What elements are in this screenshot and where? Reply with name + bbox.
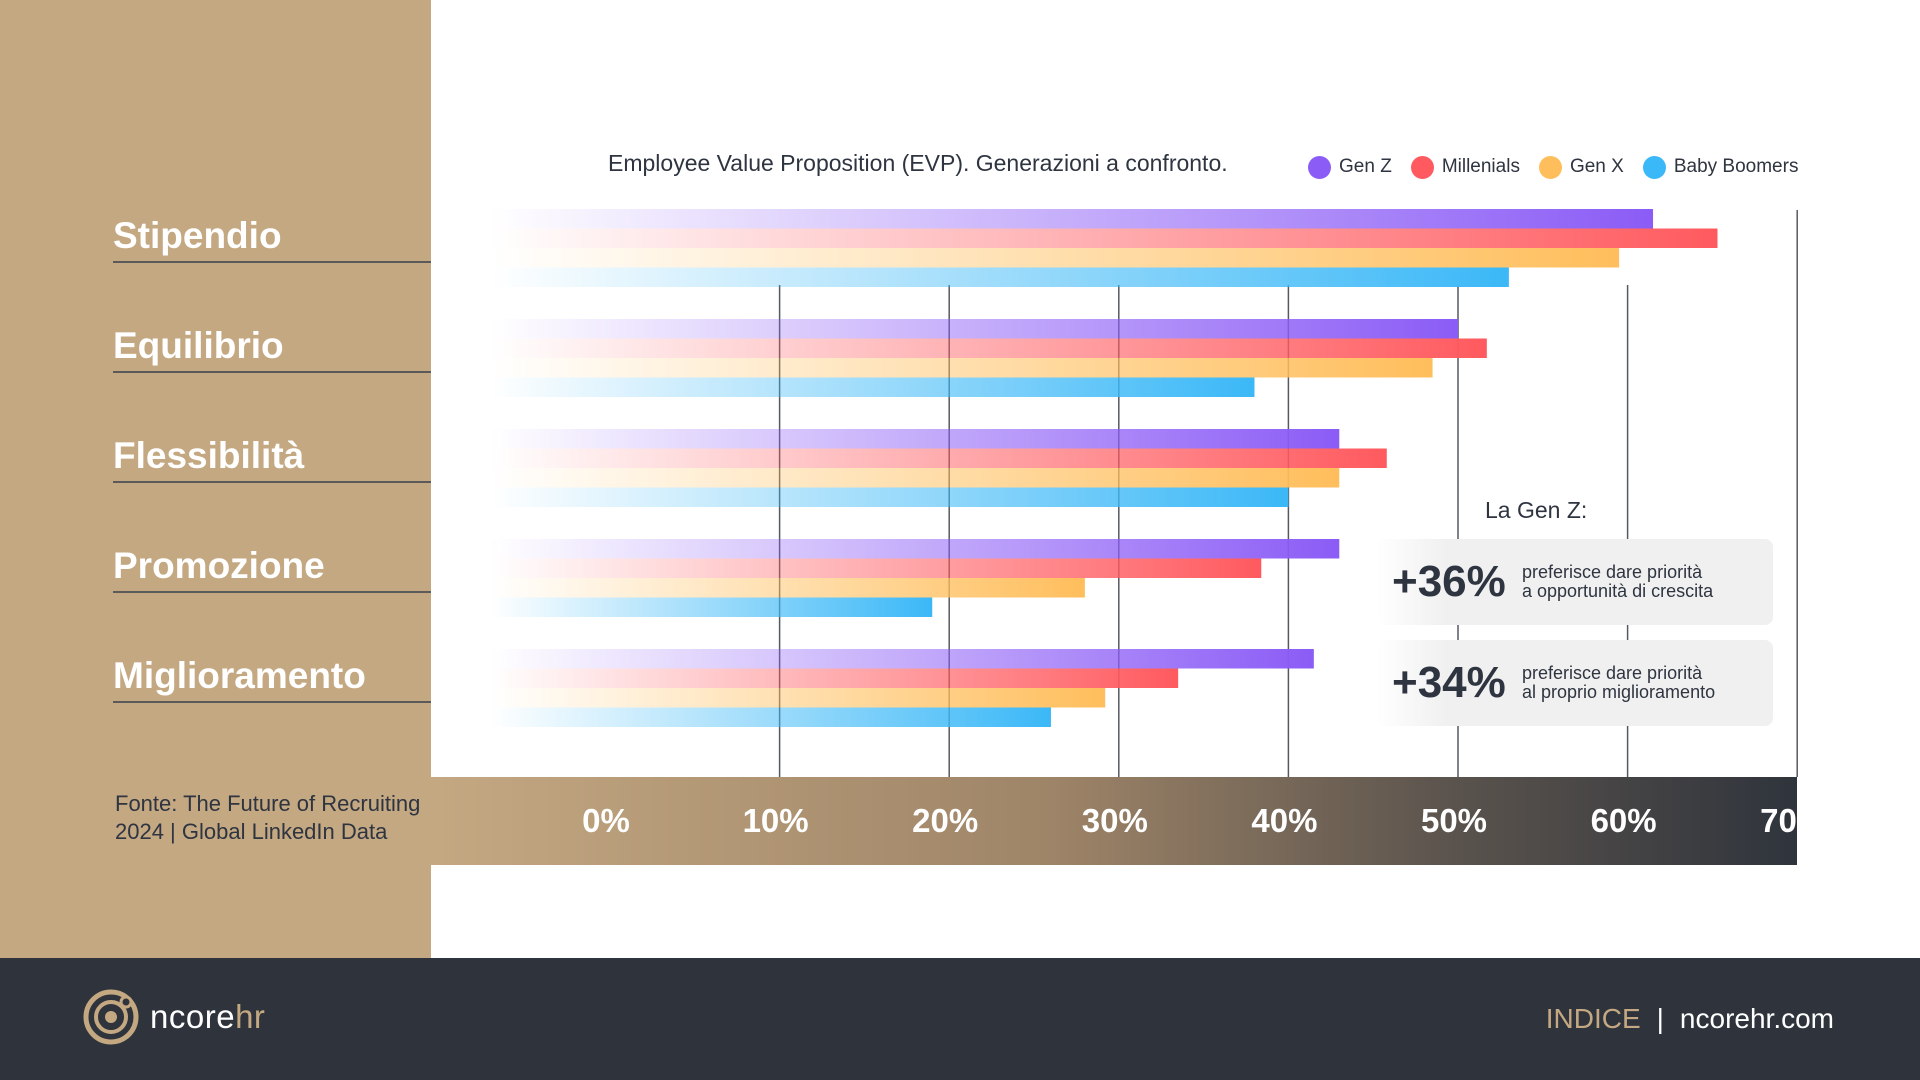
x-axis-band: 0% 10% 20% 30% 40% 50% 60% 70%: [431, 777, 1797, 865]
callout-heading: La Gen Z:: [1485, 497, 1588, 523]
legend-dot-gen-x: [1538, 155, 1562, 179]
category-label-stipendio: Stipendio: [113, 211, 431, 263]
source-line-2: 2024 | Global LinkedIn Data: [115, 819, 388, 844]
ncorehr-logo-icon: [83, 989, 139, 1045]
legend-label-gen-z: Gen Z: [1339, 156, 1392, 177]
stat-text-growth-line-2: a opportunità di crescita: [1522, 581, 1714, 601]
bar-equilibrio-millenials: [490, 338, 1487, 358]
bar-stipendio-millenials: [490, 228, 1718, 248]
legend-item-millenials: Millenials: [1410, 155, 1520, 179]
category-label-promozione: Promozione: [113, 541, 431, 593]
category-label-flessibilita: Flessibilità: [113, 431, 431, 483]
x-tick-label-70: 70%: [1760, 802, 1797, 839]
bar-miglioramento-baby-boomers: [490, 707, 1051, 727]
legend-dot-gen-z: [1308, 155, 1331, 179]
stat-text-improvement-line-1: preferisce dare priorità: [1522, 663, 1703, 683]
stat-text-improvement: preferisce dare priorità al proprio migl…: [1522, 664, 1767, 702]
x-tick-label-0: 0%: [582, 802, 630, 839]
chart-title: Employee Value Proposition (EVP). Genera…: [608, 150, 1228, 176]
legend-label-millenials: Millenials: [1441, 156, 1520, 177]
logo-wordmark-main: ncore: [150, 998, 236, 1035]
x-tick-label-30: 30%: [1081, 802, 1148, 839]
website-link[interactable]: ncorehr.com: [1679, 1003, 1834, 1034]
category-label-miglioramento: Miglioramento: [113, 651, 431, 703]
source-line-1: Fonte: The Future of Recruiting: [115, 791, 421, 816]
bar-flessibilita-millenials: [490, 448, 1387, 468]
category-label-equilibrio: Equilibrio: [113, 321, 431, 373]
legend-label-baby-boomers: Baby Boomers: [1673, 156, 1799, 177]
bar-stipendio-baby-boomers: [490, 267, 1509, 287]
stat-text-growth: preferisce dare priorità a opportunità d…: [1522, 563, 1767, 601]
x-tick-label-40: 40%: [1251, 802, 1318, 839]
chart-legend: Gen Z Millenials Gen X Baby Boomers: [1308, 154, 1798, 180]
legend-dot-baby-boomers: [1642, 155, 1666, 179]
legend-label-gen-x: Gen X: [1569, 156, 1624, 177]
footer-bar: ncorehr INDICE | ncorehr.com: [0, 958, 1920, 1080]
source-note: Fonte: The Future of Recruiting 2024 | G…: [115, 790, 445, 846]
legend-item-baby-boomers: Baby Boomers: [1642, 155, 1799, 179]
bar-flessibilita-gen-x: [490, 468, 1340, 488]
stat-card-improvement: +34% preferisce dare priorità al proprio…: [1376, 640, 1773, 726]
stat-text-growth-line-1: preferisce dare priorità: [1522, 562, 1703, 582]
x-tick-label-50: 50%: [1420, 802, 1488, 839]
legend-dot-millenials: [1410, 155, 1434, 179]
bar-miglioramento-gen-z: [490, 649, 1314, 669]
stat-card-growth: +36% preferisce dare priorità a opportun…: [1376, 539, 1773, 625]
stat-text-improvement-line-2: al proprio miglioramento: [1522, 682, 1716, 702]
sidebar-panel: [0, 0, 431, 958]
brand-logo[interactable]: ncorehr: [82, 988, 265, 1046]
x-tick-label-60: 60%: [1590, 802, 1657, 839]
x-tick-label-20: 20%: [912, 802, 979, 839]
bar-stipendio-gen-z: [490, 209, 1654, 229]
bar-miglioramento-millenials: [490, 668, 1179, 688]
logo-wordmark-accent: hr: [235, 998, 266, 1035]
logo-wordmark: ncorehr: [150, 998, 265, 1036]
bar-equilibrio-gen-x: [490, 358, 1433, 378]
bar-miglioramento-gen-x: [490, 688, 1106, 708]
legend-item-gen-z: Gen Z: [1308, 155, 1392, 179]
stat-value-growth: +36%: [1392, 557, 1506, 606]
nav-separator: |: [1656, 1003, 1664, 1034]
index-link[interactable]: INDICE: [1545, 1003, 1641, 1034]
bar-equilibrio-baby-boomers: [490, 377, 1255, 397]
bar-promozione-millenials: [490, 558, 1262, 578]
x-tick-label-10: 10%: [742, 802, 809, 839]
bar-equilibrio-gen-z: [490, 319, 1458, 339]
bar-stipendio-gen-x: [490, 248, 1620, 268]
bar-flessibilita-baby-boomers: [490, 487, 1289, 507]
footer-nav: INDICE | ncorehr.com: [1546, 1003, 1834, 1035]
bar-promozione-baby-boomers: [490, 597, 933, 617]
bar-promozione-gen-z: [490, 539, 1340, 559]
legend-item-gen-x: Gen X: [1538, 155, 1624, 179]
bar-promozione-gen-x: [490, 578, 1085, 598]
stat-value-improvement: +34%: [1392, 658, 1506, 707]
bar-flessibilita-gen-z: [490, 429, 1340, 449]
